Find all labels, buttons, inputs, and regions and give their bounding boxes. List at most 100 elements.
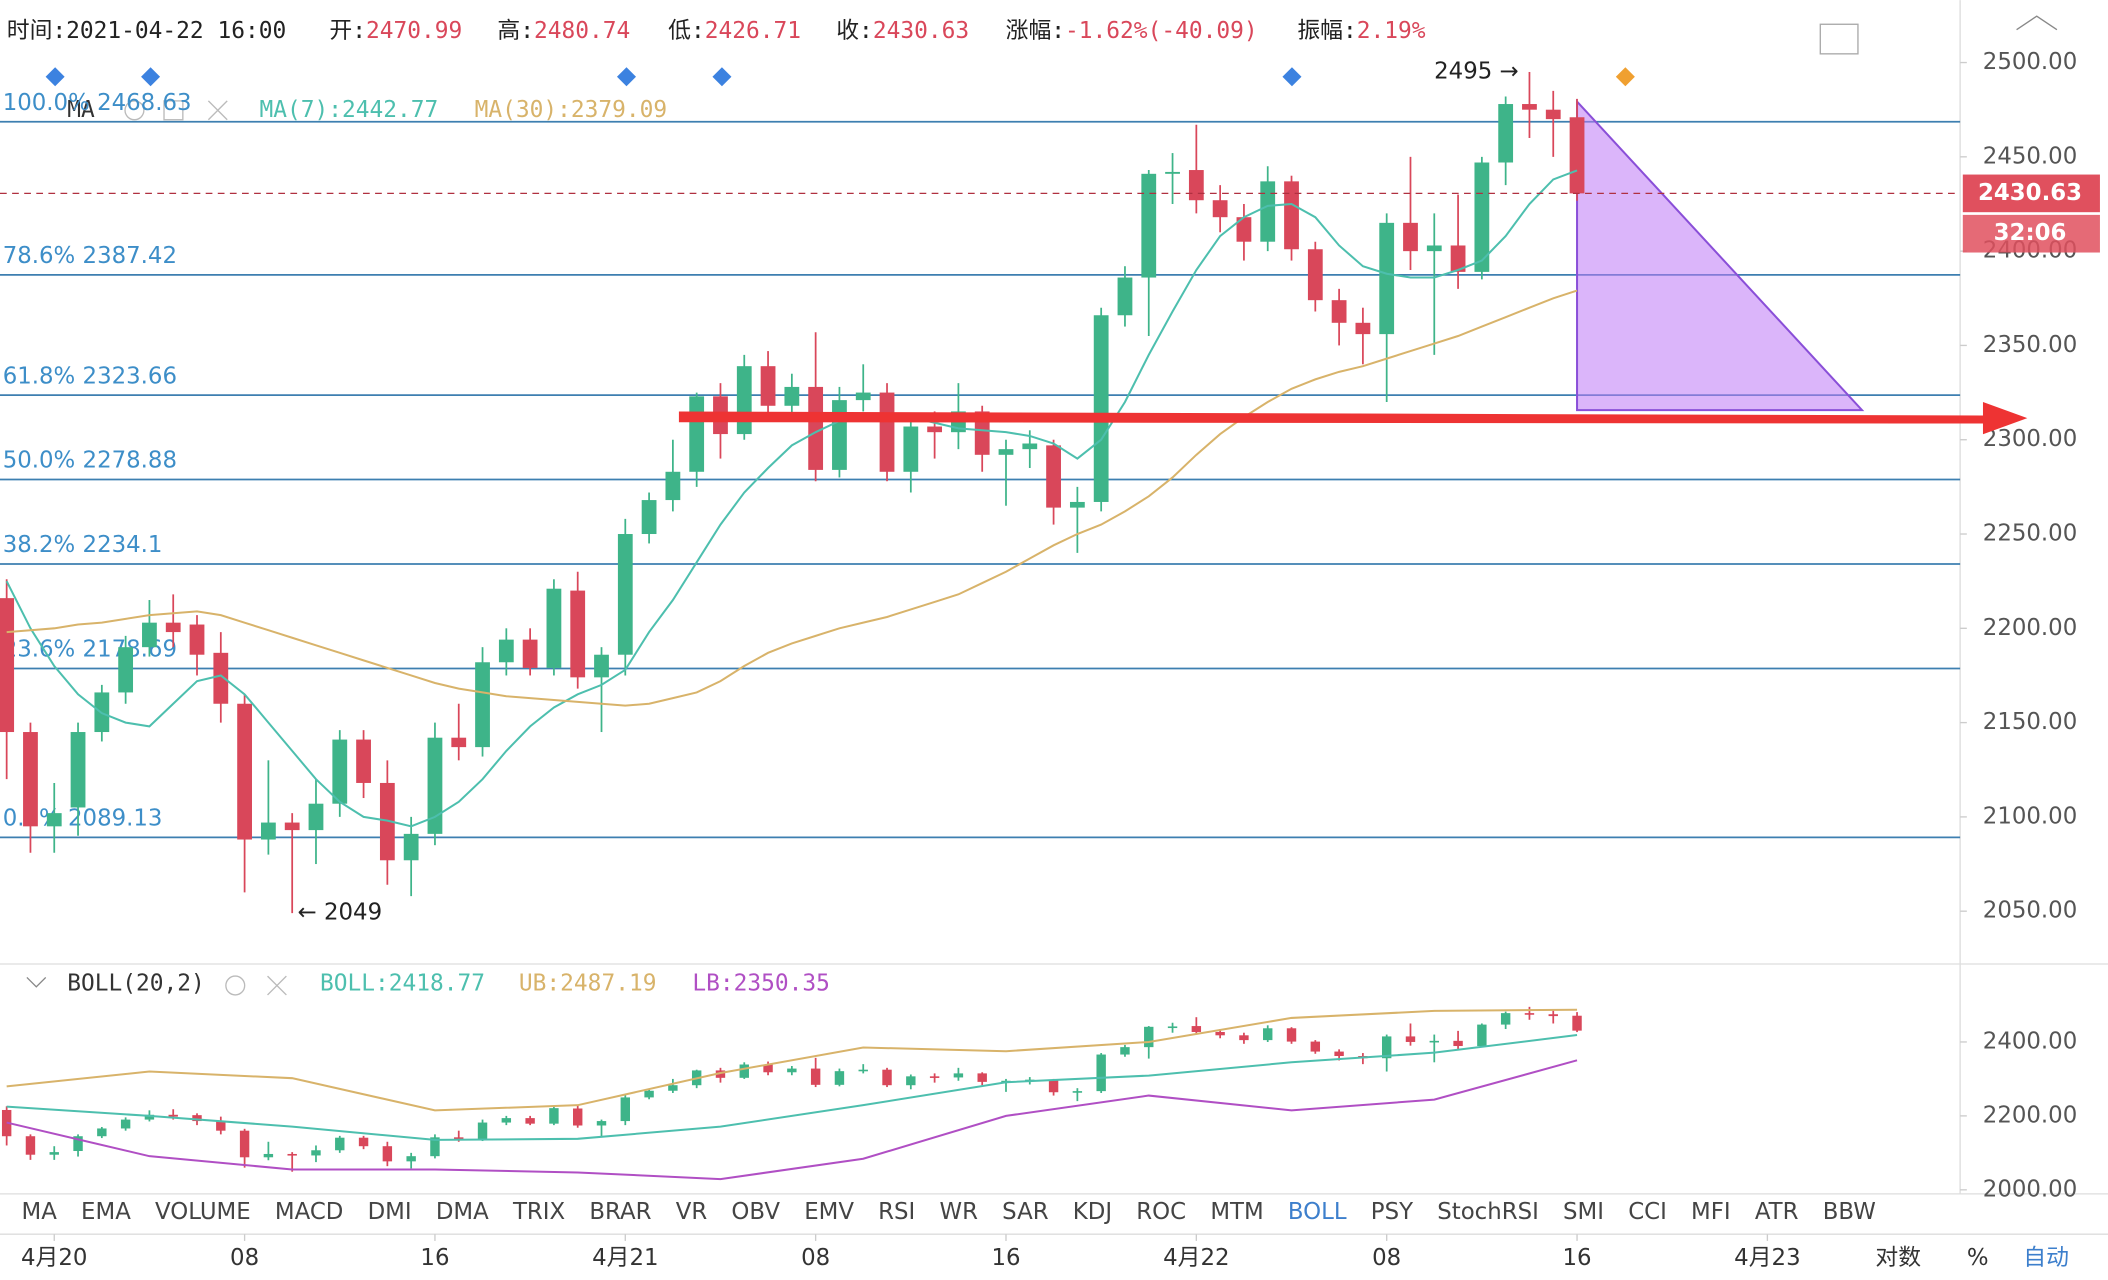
x-tick-label: 16: [991, 1245, 1020, 1271]
footer-option[interactable]: 自动: [2023, 1245, 2069, 1271]
candle-body: [498, 639, 514, 663]
indicator-tab[interactable]: ROC: [1136, 1199, 1186, 1225]
candle-body: [927, 426, 943, 433]
indicator-tab[interactable]: WR: [939, 1199, 978, 1225]
candle-body: [1379, 222, 1395, 335]
fib-pct: 50.0%: [3, 447, 76, 473]
candle-body: [1474, 162, 1490, 272]
legend-icons[interactable]: [225, 975, 287, 996]
candle-body: [1022, 443, 1038, 450]
candle-body: [25, 1136, 36, 1155]
x-tick-label: 08: [230, 1245, 259, 1271]
legend-icons[interactable]: [124, 100, 228, 121]
indicator-tab[interactable]: ATR: [1755, 1199, 1799, 1225]
fib-value: 2387.42: [83, 243, 177, 269]
candle-body: [1167, 1026, 1178, 1029]
indicator-tab[interactable]: SAR: [1002, 1199, 1049, 1225]
indicator-tab[interactable]: StochRSI: [1437, 1199, 1539, 1225]
candle-body: [787, 1068, 797, 1073]
candle-body: [216, 1120, 226, 1131]
header-item: 涨幅:-1.62%(-40.09): [1006, 17, 1258, 43]
y-tick-label: 2250.00: [1983, 521, 2077, 547]
candle-body: [1165, 171, 1180, 174]
candle-body: [1310, 1041, 1321, 1052]
indicator-tab[interactable]: DMI: [368, 1199, 412, 1225]
legend-entry: LB:2350.35: [692, 971, 830, 997]
indicator-tab[interactable]: EMV: [804, 1199, 854, 1225]
candle-body: [549, 1108, 559, 1124]
candle-body: [929, 1076, 940, 1078]
candle-body: [906, 1076, 916, 1086]
y-tick-label: 2450.00: [1983, 143, 2077, 169]
fib-label: 78.6% 2387.42: [3, 243, 177, 269]
indicator-tab[interactable]: RSI: [878, 1199, 915, 1225]
candle-body: [335, 1137, 345, 1151]
candle-body: [810, 1068, 821, 1085]
collapse-icon[interactable]: [2016, 15, 2058, 31]
candle-body: [0, 598, 15, 733]
candle-body: [142, 622, 157, 648]
header-item: 开:2470.99: [329, 17, 462, 43]
candle-body: [358, 1137, 369, 1147]
header-label: 收:: [836, 17, 873, 43]
indicator-tab[interactable]: BOLL: [1288, 1199, 1347, 1225]
y-tick-label: 2150.00: [1983, 709, 2077, 735]
fib-label: 50.0% 2278.88: [3, 447, 177, 473]
candle-body: [525, 1118, 535, 1124]
indicator-tab[interactable]: PSY: [1371, 1199, 1413, 1225]
candle-body: [855, 392, 871, 401]
candle-body: [1191, 1026, 1202, 1032]
x-tick-label: 16: [420, 1245, 449, 1271]
y-tick-label: 2300.00: [1983, 426, 2077, 452]
footer-option[interactable]: %: [1967, 1245, 1989, 1271]
indicator-tab[interactable]: TRIX: [512, 1199, 565, 1225]
candle-body: [260, 822, 276, 840]
candle-body: [546, 588, 562, 668]
collapse-icon[interactable]: [26, 976, 47, 988]
arrow: [678, 402, 2028, 435]
candle-body: [1453, 1040, 1463, 1047]
candle-body: [451, 737, 467, 748]
countdown-label: 32:06: [1994, 220, 2067, 246]
candle-body: [739, 1064, 749, 1078]
header-item: 振幅:2.19%: [1297, 17, 1425, 43]
indicator-tab[interactable]: OBV: [731, 1199, 780, 1225]
indicator-tab[interactable]: MTM: [1210, 1199, 1263, 1225]
indicator-tab[interactable]: MA: [22, 1199, 58, 1225]
footer-option[interactable]: 对数: [1875, 1245, 1921, 1271]
indicator-tab[interactable]: BRAR: [589, 1199, 651, 1225]
candle-body: [1072, 1091, 1083, 1093]
candle-body: [760, 366, 776, 406]
indicator-tab[interactable]: VR: [676, 1199, 708, 1225]
y-tick-label: 2400.00: [1983, 1028, 2077, 1054]
candle-body: [763, 1064, 773, 1073]
candle-body: [1046, 445, 1061, 508]
indicator-tab[interactable]: BBW: [1823, 1199, 1876, 1225]
fib-label: 38.2% 2234.1: [3, 532, 163, 558]
candle-body: [1498, 104, 1514, 163]
candle-body: [1545, 109, 1561, 120]
indicator-tab[interactable]: CCI: [1628, 1199, 1667, 1225]
toolbar-icon[interactable]: [1819, 23, 1859, 55]
x-tick-label: 4月22: [1163, 1245, 1229, 1271]
candle-body: [311, 1150, 321, 1156]
x-tick-label: 16: [1563, 1245, 1592, 1271]
candle-body: [573, 1108, 583, 1126]
indicator-tab[interactable]: KDJ: [1073, 1199, 1112, 1225]
indicator-tab[interactable]: MACD: [275, 1199, 343, 1225]
indicator-tab[interactable]: MFI: [1691, 1199, 1731, 1225]
candle-body: [1572, 1015, 1582, 1031]
indicator-tab[interactable]: DMA: [436, 1199, 489, 1225]
indicator-tab[interactable]: VOLUME: [155, 1199, 251, 1225]
candle-body: [477, 1122, 488, 1140]
candle-body: [118, 647, 134, 693]
candle-body: [882, 1069, 892, 1086]
y-tick-label: 2500.00: [1983, 49, 2077, 75]
indicator-tab[interactable]: EMA: [81, 1199, 131, 1225]
candle-body: [1450, 245, 1466, 272]
indicator-tab[interactable]: SMI: [1563, 1199, 1604, 1225]
legend-label: MA: [67, 97, 95, 123]
candle-body: [689, 396, 705, 472]
